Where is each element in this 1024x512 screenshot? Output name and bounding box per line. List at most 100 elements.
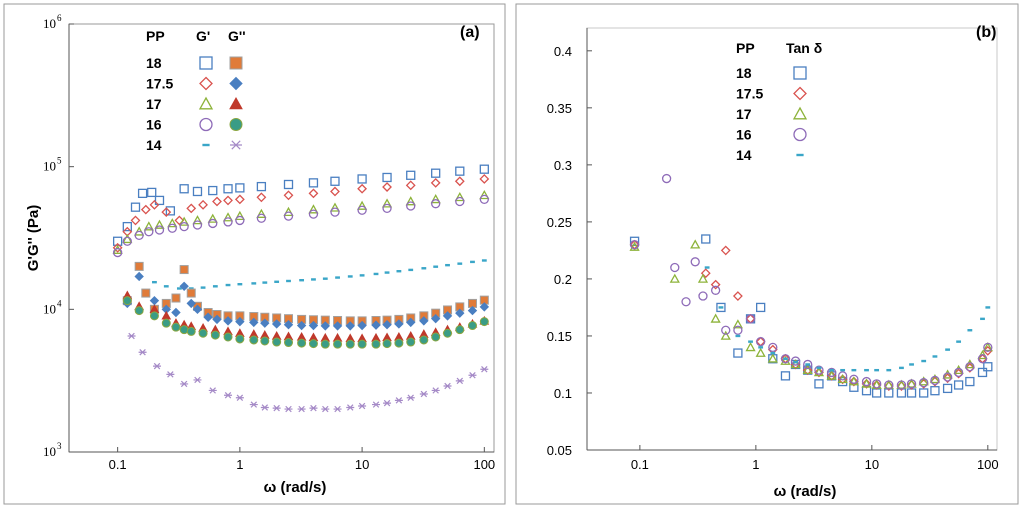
- panel-a-point: [335, 276, 340, 279]
- panel-b-point: [840, 368, 846, 372]
- panel-b-point: [813, 367, 825, 377]
- panel-b-point: [864, 368, 869, 372]
- panel-a-y-tick-label: 10: [43, 301, 56, 316]
- panel-b-x-tick-label: 10: [865, 457, 879, 472]
- panel-a-point: [137, 188, 148, 199]
- panel-a-point: [345, 321, 355, 331]
- panel-a-point: [274, 280, 280, 283]
- panel-b-point: [770, 351, 776, 355]
- panel-a-point: [479, 302, 490, 312]
- panel-b-point: [977, 367, 988, 378]
- panel-a-point: [134, 306, 144, 316]
- panel-a-data-marks: [112, 164, 490, 413]
- panel-a-point: [431, 332, 441, 342]
- panel-a-point: [431, 199, 441, 209]
- panel-a-point: [321, 405, 330, 413]
- panel-a-point: [272, 404, 281, 412]
- panel-a-series-17-5-gpp: [122, 271, 490, 331]
- panel-a-point: [249, 401, 258, 408]
- panel-a-point: [223, 316, 233, 326]
- panel-a-x-axis-label: ω (rad/s): [264, 479, 327, 496]
- panel-b-point: [748, 340, 753, 343]
- panel-a-point: [149, 199, 160, 210]
- panel-a-point: [309, 404, 318, 412]
- panel-a-point: [406, 317, 416, 328]
- panel-b-legend-marker: [793, 127, 807, 142]
- panel-a-y-tick-exponent: 4: [57, 298, 62, 308]
- panel-b-point: [710, 279, 721, 290]
- panel-a-point: [479, 194, 489, 205]
- panel-a-point: [198, 328, 208, 338]
- panel-a-point: [154, 195, 165, 206]
- panel-a-point: [382, 172, 392, 183]
- panel-a-point: [122, 236, 132, 246]
- panel-a-point: [358, 402, 367, 410]
- panel-a-y-tick-label: 10: [43, 444, 56, 459]
- panel-a-point: [299, 279, 305, 282]
- panel-a-point: [394, 338, 404, 348]
- panel-b-legend-label: 18: [736, 65, 752, 81]
- panel-a-point: [165, 206, 176, 216]
- panel-b-point: [755, 347, 766, 357]
- panel-a-point: [144, 227, 154, 237]
- panel-a-point: [225, 283, 231, 287]
- panel-a-point: [235, 394, 244, 401]
- panel-b-legend-marker: [793, 86, 807, 101]
- panel-b-point: [942, 372, 953, 382]
- panel-a-point: [479, 317, 489, 327]
- panel-a-legend-gp-marker: [199, 76, 213, 91]
- panel-a-point: [308, 209, 319, 219]
- panel-a-series-14-gp: [136, 259, 487, 290]
- panel-a-point: [346, 404, 355, 411]
- panel-a-point: [357, 339, 367, 349]
- panel-b-y-tick-label: 0.15: [547, 329, 572, 344]
- panel-a-legend-gpp-marker: [230, 140, 242, 150]
- panel-a-x-tick-label: 100: [473, 457, 495, 472]
- panel-a-point: [443, 328, 453, 338]
- panel-b-point: [861, 378, 872, 388]
- panel-b-legend-label: 17: [736, 106, 752, 122]
- panel-b-legend-label: 14: [736, 147, 752, 163]
- panel-a-point: [174, 215, 185, 226]
- panel-a-point: [345, 339, 355, 349]
- panel-a-series-16-gp: [112, 194, 489, 258]
- panel-a-point: [222, 212, 234, 222]
- panel-a-point: [382, 339, 392, 349]
- panel-b-point: [899, 366, 904, 370]
- panel-a-point: [283, 211, 294, 221]
- panel-a-legend-gpp-marker: [229, 118, 243, 131]
- panel-a-point: [373, 272, 379, 276]
- panel-b-point: [983, 342, 993, 353]
- panel-a-point: [442, 311, 453, 321]
- panel-b-point: [805, 363, 811, 366]
- panel-a-point: [480, 366, 489, 373]
- panel-a-legend-gp-marker: [202, 143, 210, 147]
- panel-b-point: [790, 359, 801, 370]
- panel-a-point: [382, 320, 392, 330]
- panel-b-point: [732, 319, 743, 329]
- panel-a-series-17-5-gp: [112, 174, 490, 253]
- panel-b-frame: [515, 3, 1019, 505]
- panel-a-point: [431, 168, 441, 178]
- panel-a-point: [296, 320, 307, 331]
- panel-a-point: [256, 181, 267, 192]
- panel-a-point: [284, 338, 294, 348]
- panel-b-point: [942, 369, 953, 379]
- panel-a-point: [271, 319, 282, 329]
- panel-b-point: [814, 367, 824, 378]
- panel-a-point: [455, 166, 465, 176]
- panel-b-point: [670, 262, 680, 273]
- panel-a-point: [333, 405, 342, 413]
- panel-a-point: [470, 260, 475, 264]
- panel-a-point: [112, 247, 123, 258]
- panel-a-point: [154, 225, 165, 235]
- panel-b-point: [716, 302, 726, 313]
- panel-a-point: [134, 271, 144, 282]
- panel-a-point: [357, 320, 367, 331]
- panel-b-point: [735, 334, 741, 338]
- panel-a-point: [149, 311, 159, 321]
- panel-b-x-ticks: 0.1 1 10 100: [631, 445, 999, 472]
- panel-a-point: [212, 285, 218, 288]
- panel-a-point: [431, 387, 440, 394]
